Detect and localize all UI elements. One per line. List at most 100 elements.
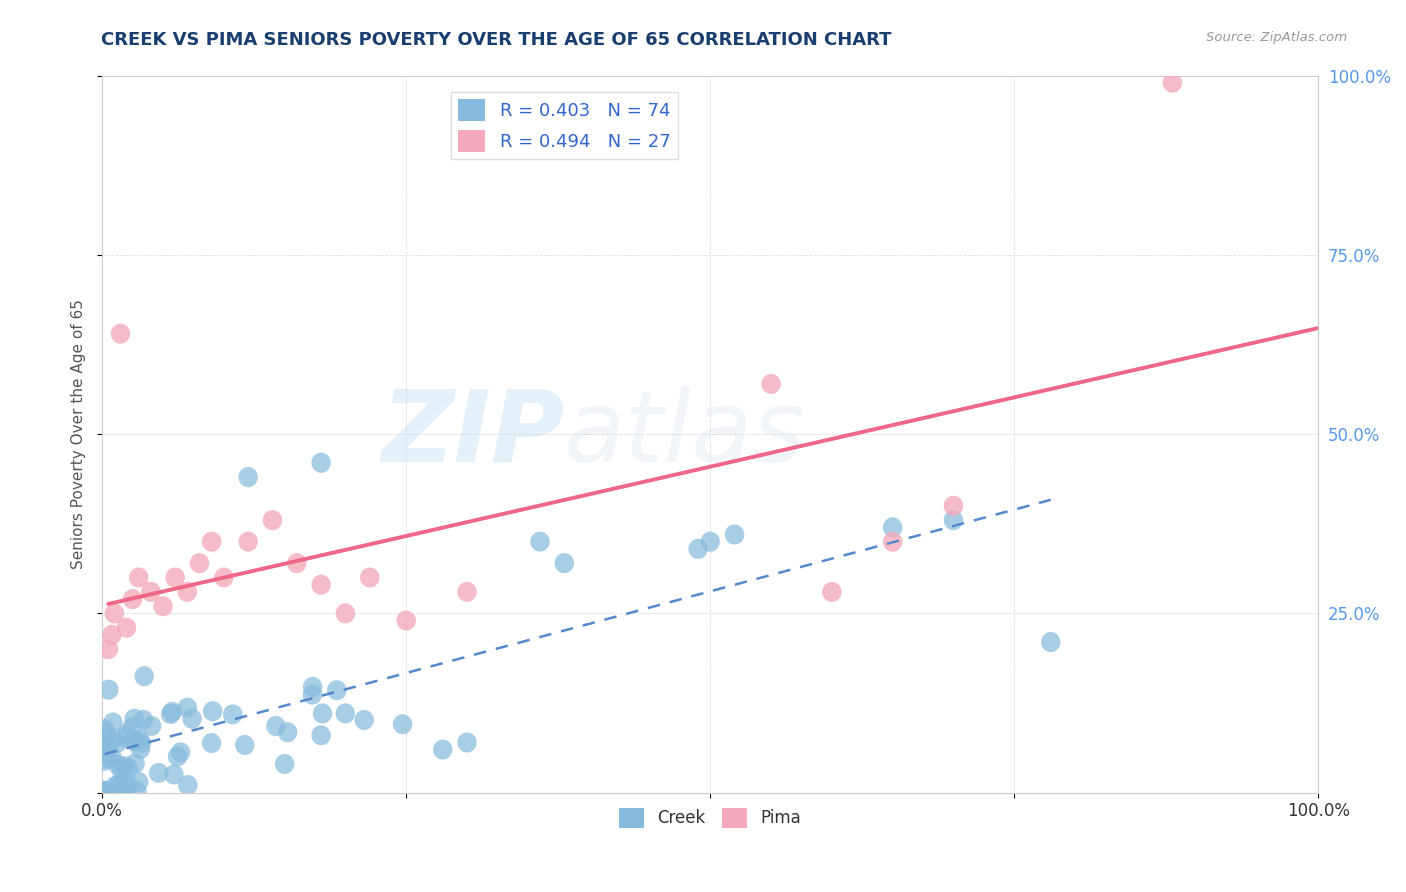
Ellipse shape (266, 716, 285, 736)
Ellipse shape (117, 617, 136, 638)
Ellipse shape (392, 714, 412, 734)
Ellipse shape (202, 733, 221, 753)
Ellipse shape (103, 713, 122, 732)
Ellipse shape (311, 574, 330, 595)
Ellipse shape (97, 723, 117, 743)
Ellipse shape (142, 716, 162, 736)
Ellipse shape (554, 553, 574, 574)
Ellipse shape (179, 775, 198, 795)
Ellipse shape (135, 666, 153, 686)
Ellipse shape (96, 780, 114, 801)
Ellipse shape (883, 532, 903, 551)
Ellipse shape (115, 728, 135, 747)
Ellipse shape (125, 709, 143, 729)
Ellipse shape (883, 517, 903, 537)
Ellipse shape (129, 567, 149, 588)
Ellipse shape (96, 781, 114, 801)
Ellipse shape (98, 748, 118, 768)
Ellipse shape (112, 761, 131, 780)
Ellipse shape (190, 553, 209, 574)
Ellipse shape (134, 710, 153, 730)
Ellipse shape (96, 736, 115, 756)
Ellipse shape (125, 754, 145, 773)
Ellipse shape (1163, 72, 1182, 93)
Ellipse shape (108, 775, 128, 795)
Ellipse shape (160, 704, 180, 724)
Ellipse shape (354, 710, 374, 730)
Ellipse shape (127, 781, 146, 801)
Ellipse shape (132, 733, 150, 753)
Ellipse shape (96, 781, 114, 801)
Ellipse shape (103, 747, 122, 767)
Ellipse shape (302, 684, 322, 705)
Y-axis label: Seniors Poverty Over the Age of 65: Seniors Poverty Over the Age of 65 (72, 299, 86, 569)
Ellipse shape (105, 776, 125, 796)
Ellipse shape (311, 453, 330, 473)
Ellipse shape (103, 730, 122, 749)
Ellipse shape (328, 680, 346, 700)
Ellipse shape (172, 742, 190, 763)
Ellipse shape (111, 324, 131, 343)
Ellipse shape (153, 596, 173, 616)
Text: ZIP: ZIP (381, 385, 564, 483)
Ellipse shape (530, 532, 550, 551)
Ellipse shape (117, 724, 136, 744)
Ellipse shape (183, 708, 201, 729)
Ellipse shape (177, 698, 197, 718)
Legend: Creek, Pima: Creek, Pima (613, 801, 808, 835)
Ellipse shape (311, 725, 330, 746)
Ellipse shape (235, 735, 254, 755)
Ellipse shape (177, 582, 197, 602)
Ellipse shape (302, 677, 322, 697)
Ellipse shape (96, 738, 114, 758)
Ellipse shape (287, 553, 307, 574)
Ellipse shape (433, 739, 453, 760)
Ellipse shape (224, 705, 242, 724)
Ellipse shape (360, 567, 380, 588)
Ellipse shape (312, 704, 332, 723)
Ellipse shape (336, 603, 356, 624)
Ellipse shape (1040, 632, 1060, 652)
Ellipse shape (141, 582, 160, 602)
Ellipse shape (96, 751, 114, 771)
Ellipse shape (165, 764, 184, 784)
Ellipse shape (118, 773, 138, 794)
Ellipse shape (108, 755, 128, 775)
Ellipse shape (689, 539, 707, 559)
Ellipse shape (214, 567, 233, 588)
Ellipse shape (115, 781, 135, 801)
Ellipse shape (115, 756, 135, 776)
Text: Source: ZipAtlas.com: Source: ZipAtlas.com (1206, 31, 1347, 45)
Ellipse shape (263, 510, 283, 530)
Ellipse shape (129, 730, 149, 749)
Ellipse shape (122, 717, 142, 738)
Ellipse shape (122, 589, 142, 609)
Ellipse shape (943, 496, 963, 516)
Ellipse shape (202, 532, 221, 551)
Ellipse shape (396, 610, 416, 631)
Ellipse shape (107, 732, 127, 753)
Ellipse shape (98, 738, 118, 757)
Ellipse shape (166, 567, 186, 588)
Ellipse shape (98, 680, 118, 699)
Ellipse shape (761, 374, 780, 394)
Ellipse shape (239, 532, 257, 551)
Ellipse shape (336, 704, 356, 723)
Ellipse shape (104, 603, 124, 624)
Ellipse shape (202, 701, 222, 722)
Ellipse shape (114, 772, 134, 791)
Ellipse shape (276, 754, 294, 774)
Ellipse shape (118, 758, 138, 779)
Ellipse shape (167, 747, 187, 766)
Ellipse shape (103, 624, 122, 645)
Ellipse shape (725, 524, 744, 544)
Ellipse shape (96, 719, 114, 739)
Text: CREEK VS PIMA SENIORS POVERTY OVER THE AGE OF 65 CORRELATION CHART: CREEK VS PIMA SENIORS POVERTY OVER THE A… (101, 31, 891, 49)
Ellipse shape (125, 731, 145, 751)
Ellipse shape (98, 640, 118, 659)
Ellipse shape (457, 732, 477, 753)
Ellipse shape (700, 532, 720, 551)
Ellipse shape (278, 723, 298, 742)
Ellipse shape (239, 467, 257, 487)
Ellipse shape (129, 772, 149, 792)
